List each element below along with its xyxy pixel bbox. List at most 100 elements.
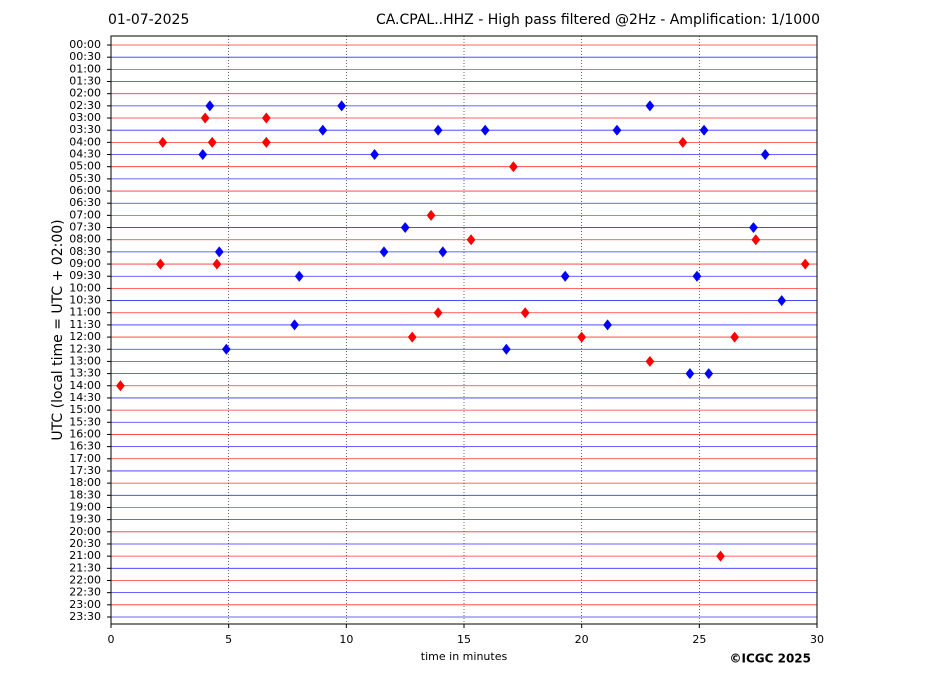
y-tick-label: 05:30 <box>69 172 101 185</box>
y-tick-label: 23:00 <box>69 598 101 611</box>
y-tick-label: 10:30 <box>69 294 101 307</box>
event <box>692 270 702 282</box>
x-tick-label: 5 <box>225 633 232 646</box>
event <box>612 124 622 136</box>
event <box>480 124 490 136</box>
event <box>221 343 231 355</box>
event <box>433 307 443 319</box>
event <box>438 246 448 258</box>
y-tick-label: 16:30 <box>69 440 101 453</box>
y-tick-label: 03:30 <box>69 123 101 136</box>
y-tick-label: 11:30 <box>69 318 101 331</box>
event <box>603 319 612 331</box>
x-tick-label: 20 <box>575 633 589 646</box>
y-tick-label: 05:00 <box>69 160 101 173</box>
y-tick-label: 22:30 <box>69 586 101 599</box>
event <box>678 136 688 148</box>
y-tick-label: 10:00 <box>69 281 101 294</box>
copyright: ©ICGC 2025 <box>729 652 811 666</box>
y-tick-label: 12:30 <box>69 342 101 355</box>
event <box>466 234 476 246</box>
y-tick-label: 18:30 <box>69 488 101 501</box>
y-tick-label: 17:00 <box>69 452 101 465</box>
y-tick-label: 09:00 <box>69 257 101 270</box>
y-tick-label: 11:00 <box>69 306 101 319</box>
event <box>379 246 389 258</box>
x-tick-label: 10 <box>339 633 353 646</box>
event <box>716 550 725 562</box>
y-tick-label: 21:00 <box>69 549 101 562</box>
y-tick-label: 01:00 <box>69 62 101 75</box>
event <box>509 161 518 173</box>
y-tick-label: 07:00 <box>69 208 101 221</box>
event <box>800 258 810 270</box>
event <box>760 149 770 161</box>
event <box>685 368 695 380</box>
x-tick-label: 0 <box>108 633 115 646</box>
event <box>520 307 530 319</box>
event <box>749 222 758 234</box>
event <box>261 136 271 148</box>
y-tick-label: 19:00 <box>69 500 101 513</box>
event <box>207 136 217 148</box>
y-tick-label: 00:30 <box>69 50 101 63</box>
event <box>205 100 215 112</box>
event <box>261 112 271 124</box>
y-tick-label: 01:30 <box>69 75 101 88</box>
y-axis-label: UTC (local time = UTC + 02:00) <box>50 219 66 440</box>
event <box>577 331 587 343</box>
y-tick-label: 08:30 <box>69 245 101 258</box>
y-tick-label: 04:00 <box>69 135 101 148</box>
y-tick-label: 09:30 <box>69 269 101 282</box>
event <box>501 343 511 355</box>
event <box>318 124 328 136</box>
x-axis-label: time in minutes <box>421 650 508 663</box>
y-tick-label: 23:30 <box>69 610 101 623</box>
x-tick-label: 25 <box>692 633 706 646</box>
chart-title: CA.CPAL..HHZ - High pass filtered @2Hz -… <box>376 12 820 28</box>
y-tick-label: 08:00 <box>69 233 101 246</box>
event <box>777 295 787 307</box>
event <box>370 149 379 161</box>
event <box>212 258 222 270</box>
y-tick-label: 17:30 <box>69 464 101 477</box>
y-tick-label: 06:00 <box>69 184 101 197</box>
y-tick-label: 13:00 <box>69 354 101 367</box>
y-tick-label: 02:30 <box>69 99 101 112</box>
y-tick-label: 19:30 <box>69 513 101 526</box>
event <box>407 331 417 343</box>
event <box>433 124 443 136</box>
y-tick-label: 16:00 <box>69 427 101 440</box>
date: 01-07-2025 <box>108 12 189 28</box>
y-tick-label: 02:00 <box>69 87 101 100</box>
event <box>198 149 208 161</box>
event <box>645 355 655 367</box>
y-tick-label: 21:30 <box>69 561 101 574</box>
y-tick-label: 14:30 <box>69 391 101 404</box>
y-tick-label: 04:30 <box>69 148 101 161</box>
event <box>645 100 655 112</box>
event <box>214 246 224 258</box>
event <box>200 112 210 124</box>
event <box>730 331 740 343</box>
y-tick-label: 07:30 <box>69 221 101 234</box>
event <box>400 222 410 234</box>
y-tick-label: 18:00 <box>69 476 101 489</box>
event <box>426 209 436 221</box>
event <box>156 258 165 270</box>
y-tick-label: 00:00 <box>69 38 101 51</box>
event <box>699 124 709 136</box>
y-tick-label: 15:00 <box>69 403 101 416</box>
event <box>337 100 347 112</box>
y-tick-label: 03:00 <box>69 111 101 124</box>
event <box>290 319 299 331</box>
plot-frame <box>110 35 818 625</box>
event <box>560 270 570 282</box>
x-tick-label: 15 <box>457 633 471 646</box>
y-tick-label: 22:00 <box>69 573 101 586</box>
event <box>294 270 304 282</box>
x-tick-label: 30 <box>810 633 824 646</box>
y-tick-label: 20:30 <box>69 537 101 550</box>
